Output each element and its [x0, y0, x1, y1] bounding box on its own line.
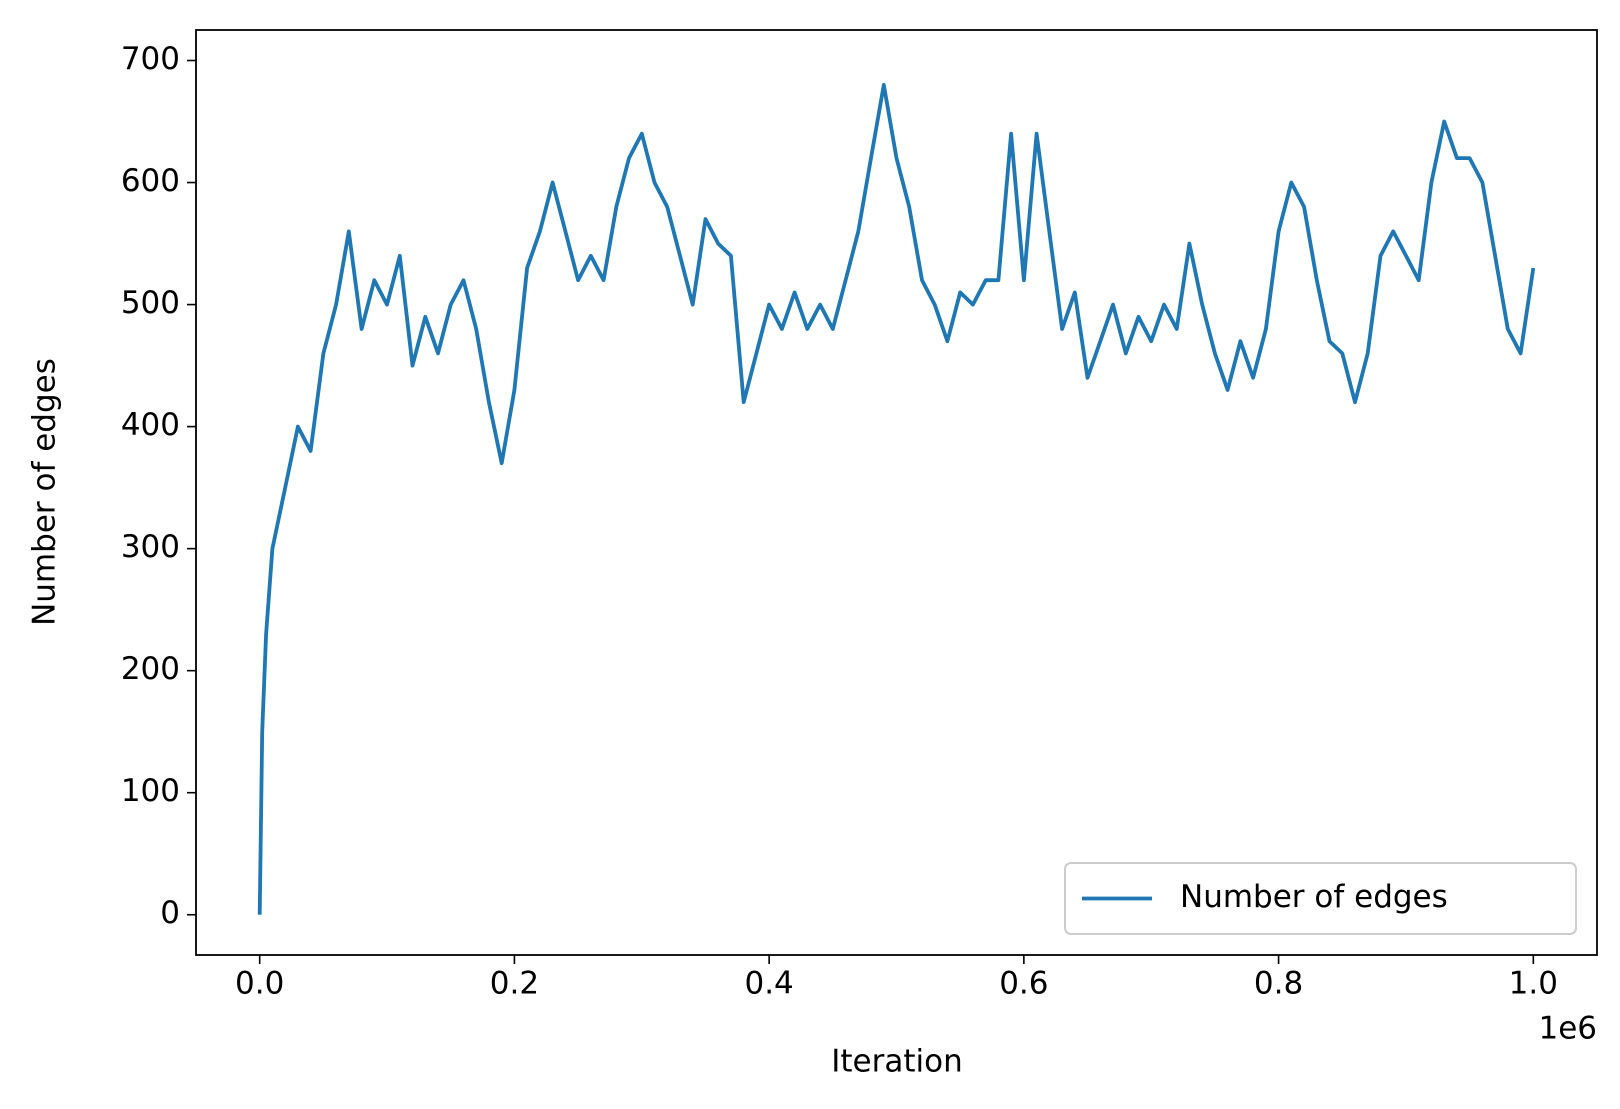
- x-tick-label: 0.8: [1254, 966, 1303, 1002]
- y-tick-label: 700: [121, 41, 180, 77]
- y-tick-label: 600: [121, 163, 180, 199]
- x-tick-label: 0.6: [999, 966, 1048, 1002]
- y-tick-label: 300: [121, 529, 180, 565]
- y-tick-label: 400: [121, 407, 180, 443]
- x-axis-label: Iteration: [831, 1044, 963, 1080]
- y-tick-label: 500: [121, 285, 180, 321]
- legend-label: Number of edges: [1180, 879, 1448, 915]
- legend-box: [1064, 862, 1577, 935]
- x-tick-label: 0.4: [744, 966, 793, 1002]
- data-line: [257, 83, 1536, 915]
- y-tick-label: 200: [121, 651, 180, 687]
- y-tick-label: 100: [121, 773, 180, 809]
- plot-frame: [195, 29, 1598, 956]
- x-tick-label: 0.2: [490, 966, 539, 1002]
- y-tick-label: 0: [160, 895, 180, 931]
- x-tick-label: 0.0: [235, 966, 284, 1002]
- x-offset-label: 1e6: [1538, 1011, 1597, 1047]
- x-tick-label: 1.0: [1509, 966, 1558, 1002]
- y-axis-label: Number of edges: [27, 358, 63, 626]
